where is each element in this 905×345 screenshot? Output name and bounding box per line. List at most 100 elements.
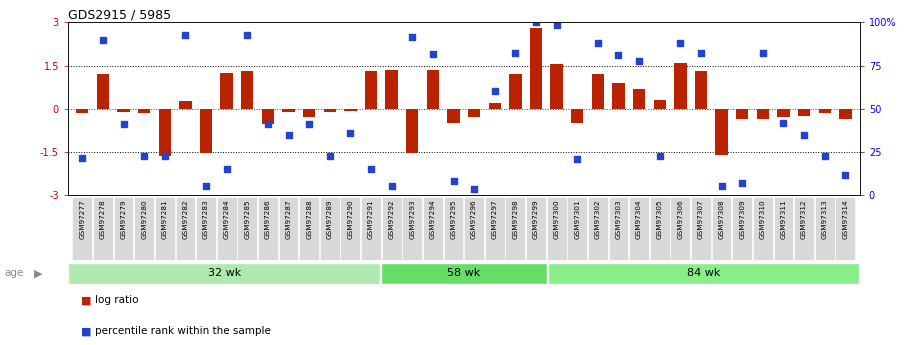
Point [446,178,461,183]
Bar [550,64,563,109]
Point [425,51,440,57]
Bar [592,74,604,109]
Point [385,184,399,189]
Text: GSM97304: GSM97304 [636,200,642,239]
Text: GDS2915 / 5985: GDS2915 / 5985 [68,9,171,22]
Text: GSM97288: GSM97288 [306,200,312,239]
Text: GSM97305: GSM97305 [657,200,662,239]
Point [611,53,625,58]
Point [488,89,502,94]
Bar [777,109,790,117]
Point [549,22,564,28]
Bar [118,109,129,111]
Point [756,50,770,55]
FancyBboxPatch shape [155,197,175,260]
Point [405,34,420,40]
Point [322,153,337,159]
Bar [303,109,315,117]
Bar [262,109,274,125]
Text: GSM97290: GSM97290 [348,200,353,239]
Point [714,184,729,189]
Bar [468,109,481,117]
Point [157,153,172,159]
Text: GSM97303: GSM97303 [615,200,622,239]
FancyBboxPatch shape [68,263,380,284]
Text: GSM97286: GSM97286 [265,200,271,239]
FancyBboxPatch shape [548,263,860,284]
Bar [76,109,89,113]
Text: GSM97294: GSM97294 [430,200,436,239]
FancyBboxPatch shape [814,197,834,260]
Bar [571,109,584,123]
FancyBboxPatch shape [217,197,236,260]
Text: GSM97306: GSM97306 [677,200,683,239]
Text: 58 wk: 58 wk [447,268,481,278]
Point [735,181,749,186]
Text: ■: ■ [81,295,92,305]
Bar [633,89,645,109]
Text: GSM97281: GSM97281 [162,200,167,239]
Bar [406,109,418,153]
Text: percentile rank within the sample: percentile rank within the sample [95,326,271,336]
Bar [179,101,192,109]
Text: GSM97301: GSM97301 [575,200,580,239]
Text: GSM97296: GSM97296 [472,200,477,239]
Text: GSM97311: GSM97311 [780,200,786,239]
FancyBboxPatch shape [134,197,154,260]
Bar [653,100,666,109]
Bar [798,109,810,116]
Point [570,156,585,162]
Text: GSM97302: GSM97302 [595,200,601,239]
Point [178,32,193,38]
FancyBboxPatch shape [114,197,133,260]
Text: GSM97314: GSM97314 [843,200,848,239]
FancyBboxPatch shape [526,197,546,260]
FancyBboxPatch shape [176,197,195,260]
FancyBboxPatch shape [381,263,547,284]
Text: GSM97293: GSM97293 [409,200,415,239]
Bar [757,109,769,119]
Point [632,58,646,64]
Text: GSM97285: GSM97285 [244,200,251,239]
Point [467,186,481,192]
Point [694,50,709,55]
Text: GSM97308: GSM97308 [719,200,725,239]
Point [219,166,233,172]
Bar [736,109,748,119]
Bar [282,109,295,111]
FancyBboxPatch shape [423,197,443,260]
Point [776,120,791,126]
FancyBboxPatch shape [795,197,814,260]
FancyBboxPatch shape [506,197,525,260]
FancyBboxPatch shape [753,197,773,260]
FancyBboxPatch shape [72,197,92,260]
Point [653,153,667,159]
Text: GSM97279: GSM97279 [120,200,127,239]
FancyBboxPatch shape [485,197,505,260]
Point [673,40,688,45]
Text: GSM97283: GSM97283 [203,200,209,239]
Bar [695,71,707,109]
Point [838,172,853,178]
Bar [426,70,439,109]
FancyBboxPatch shape [258,197,278,260]
Text: GSM97292: GSM97292 [388,200,395,239]
Text: GSM97284: GSM97284 [224,200,230,239]
Text: log ratio: log ratio [95,295,138,305]
FancyBboxPatch shape [340,197,360,260]
Text: ▶: ▶ [34,268,43,278]
FancyBboxPatch shape [279,197,299,260]
FancyBboxPatch shape [691,197,710,260]
Bar [613,83,624,109]
Point [117,122,131,127]
Text: GSM97277: GSM97277 [80,200,85,239]
Point [261,122,275,127]
Text: GSM97280: GSM97280 [141,200,148,239]
Text: GSM97300: GSM97300 [554,200,559,239]
Bar [447,109,460,123]
Bar [221,73,233,109]
Bar [386,70,398,109]
Text: GSM97312: GSM97312 [801,200,807,239]
Bar [200,109,213,153]
Text: GSM97298: GSM97298 [512,200,519,239]
